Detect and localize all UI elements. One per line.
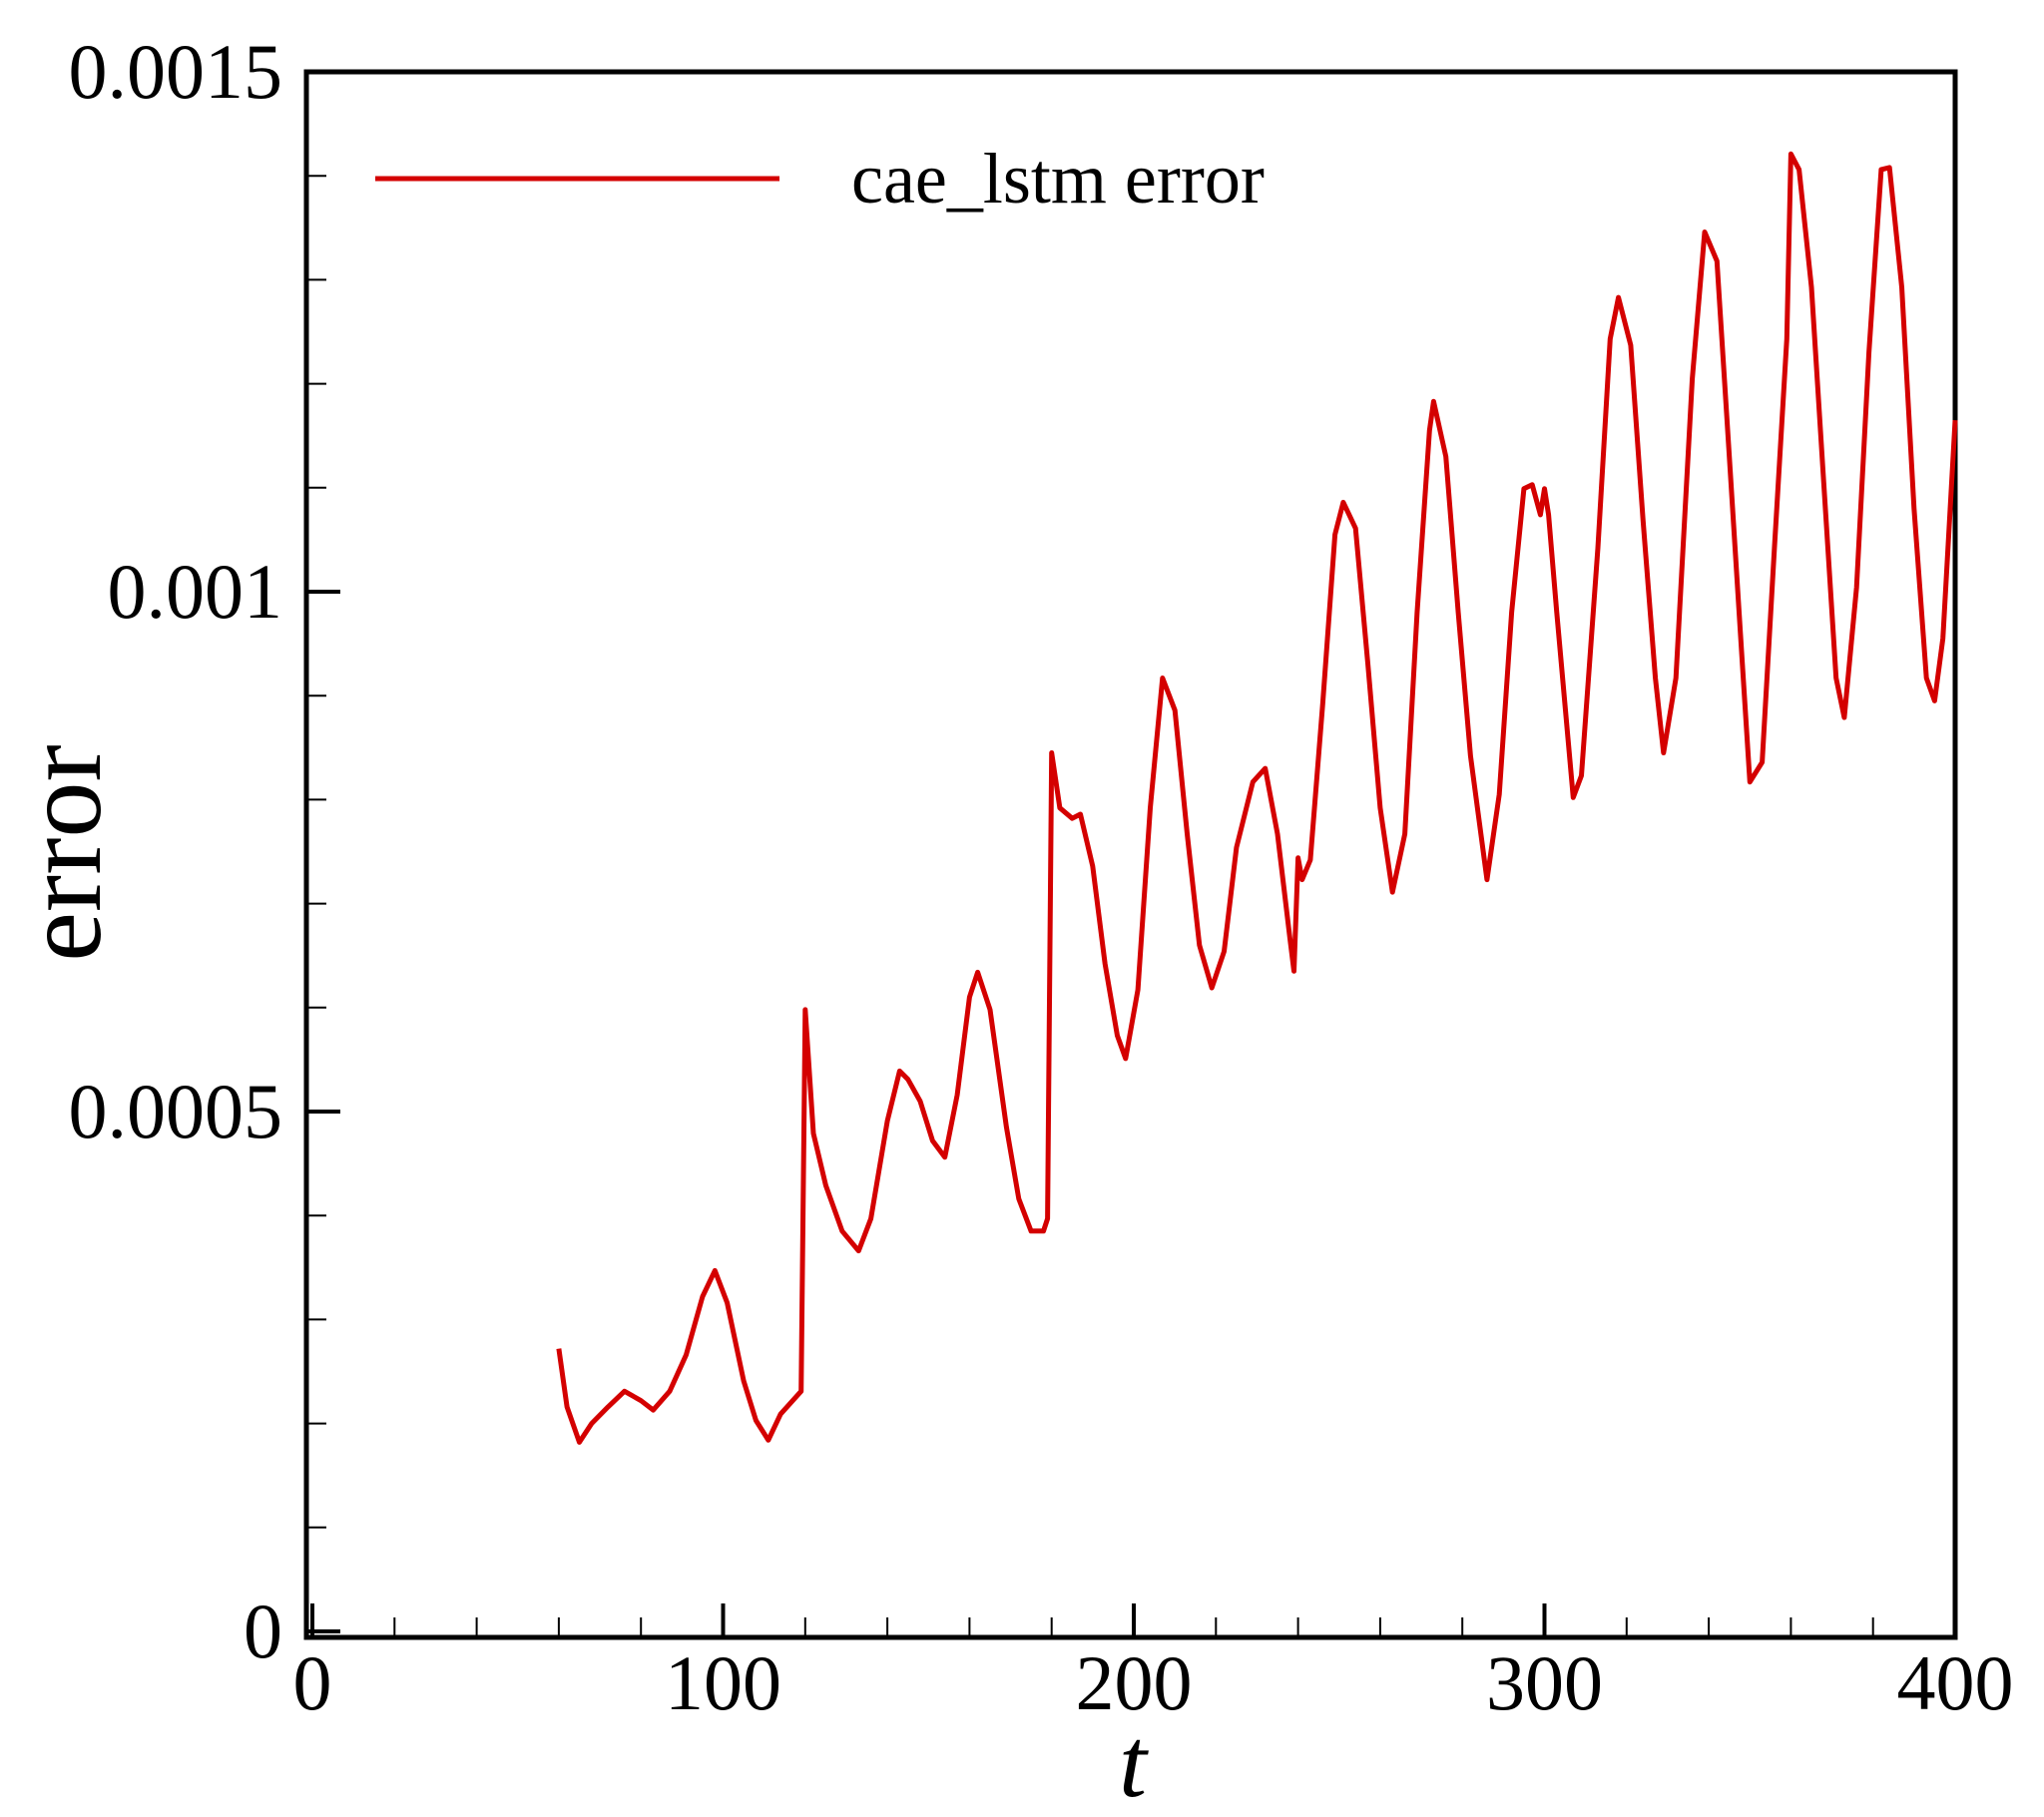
legend-label: cae_lstm error: [851, 139, 1265, 219]
y-tick-label: 0: [244, 1588, 282, 1674]
y-tick-label: 0.0015: [69, 28, 283, 115]
x-tick-label: 100: [665, 1639, 781, 1726]
x-tick-label: 400: [1897, 1639, 2014, 1726]
y-axis-label: error: [1, 744, 125, 962]
x-tick-label: 0: [293, 1639, 332, 1726]
y-tick-label: 0.0005: [69, 1068, 283, 1154]
x-axis-label: t: [1119, 1707, 1149, 1817]
x-tick-label: 200: [1076, 1639, 1193, 1726]
x-tick-label: 300: [1486, 1639, 1603, 1726]
y-tick-label: 0.001: [108, 548, 283, 635]
plot-frame: [303, 69, 1958, 1640]
data-line: [556, 151, 1958, 1445]
